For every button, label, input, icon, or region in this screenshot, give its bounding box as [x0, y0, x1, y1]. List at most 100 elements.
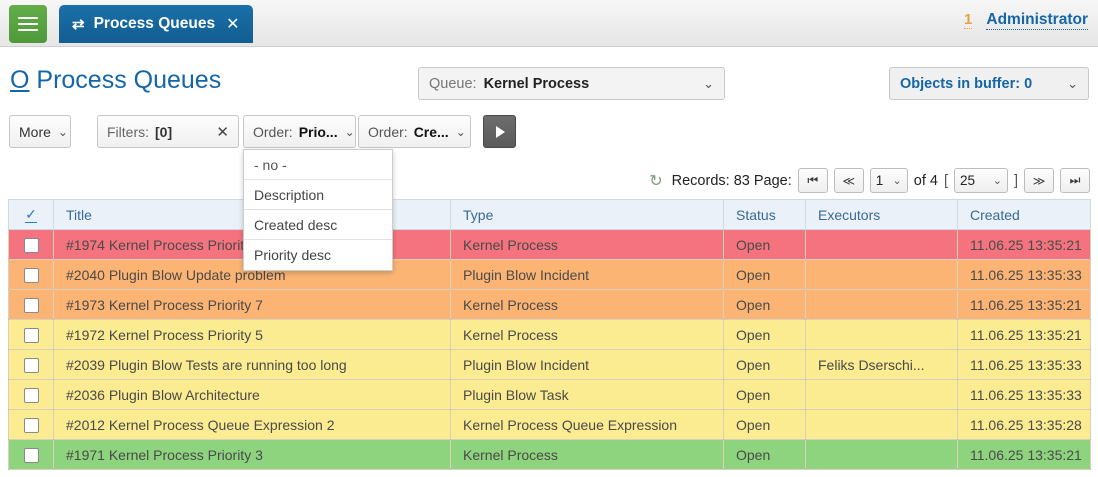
user-menu-link[interactable]: Administrator	[986, 11, 1088, 30]
row-checkbox[interactable]	[23, 297, 39, 313]
column-type[interactable]: Type	[450, 199, 724, 230]
table-row[interactable]: #1974 Kernel Process Priority 9 Kernel Pr…	[8, 229, 1091, 260]
row-checkbox[interactable]	[23, 387, 39, 403]
table-row[interactable]: #1971 Kernel Process Priority 3 Kernel Pr…	[8, 439, 1091, 470]
queue-table: ✓ Title Type Status Executors Created #1…	[8, 199, 1091, 470]
cell-created: 11.06.25 13:35:21	[957, 439, 1091, 470]
order-dropdown-menu[interactable]: - no - Description Created desc Priority…	[243, 149, 393, 271]
first-page-button[interactable]: ⏮	[797, 168, 828, 193]
row-checkbox[interactable]	[23, 237, 39, 253]
cell-type: Plugin Blow Incident	[450, 349, 724, 380]
last-page-button[interactable]: ⏭	[1060, 168, 1090, 193]
cell-title[interactable]: #1972 Kernel Process Priority 5	[53, 319, 451, 350]
cell-executors	[805, 379, 958, 410]
cell-title[interactable]: #2012 Kernel Process Queue Expression 2	[53, 409, 451, 440]
row-checkbox[interactable]	[23, 417, 39, 433]
cell-status: Open	[723, 349, 806, 380]
cell-created: 11.06.25 13:35:21	[957, 229, 1091, 260]
column-select-all[interactable]: ✓	[8, 199, 54, 230]
table-row[interactable]: #1972 Kernel Process Priority 5 Kernel Pr…	[8, 319, 1091, 350]
row-checkbox-cell[interactable]	[8, 349, 54, 380]
row-checkbox-cell[interactable]	[8, 319, 54, 350]
dropdown-item-none[interactable]: - no -	[244, 150, 392, 180]
cell-status: Open	[723, 229, 806, 260]
row-checkbox-cell[interactable]	[8, 259, 54, 290]
dropdown-item-description[interactable]: Description	[244, 180, 392, 210]
page-number-select[interactable]: 1 ⌄	[869, 168, 908, 193]
dropdown-item-priority-desc[interactable]: Priority desc	[254, 247, 332, 263]
cell-executors	[805, 409, 958, 440]
row-checkbox[interactable]	[23, 447, 39, 463]
cell-executors	[805, 439, 958, 470]
check-icon[interactable]: ✓	[25, 206, 37, 223]
cell-created: 11.06.25 13:35:33	[957, 379, 1091, 410]
chevron-down-icon: ⌄	[344, 124, 355, 139]
hamburger-bars	[18, 13, 38, 34]
cell-type: Kernel Process Queue Expression	[450, 409, 724, 440]
row-checkbox-cell[interactable]	[8, 379, 54, 410]
page-title: O Process Queues	[10, 66, 221, 95]
page-total-label: of 4	[913, 172, 938, 189]
order-primary-button[interactable]: Order: Prio... ⌄	[243, 115, 356, 148]
page-size-value: 25	[959, 173, 975, 188]
row-checkbox[interactable]	[23, 267, 39, 283]
cell-type: Plugin Blow Incident	[450, 259, 724, 290]
cell-title[interactable]: #1973 Kernel Process Priority 7	[53, 289, 451, 320]
next-page-button[interactable]: ≫	[1024, 168, 1054, 193]
column-created[interactable]: Created	[957, 199, 1091, 230]
close-icon[interactable]: ✕	[226, 16, 240, 33]
cell-title[interactable]: #1971 Kernel Process Priority 3	[53, 439, 451, 470]
order-secondary-button[interactable]: Order: Cre... ⌄	[358, 115, 471, 148]
cell-title[interactable]: #2036 Plugin Blow Architecture	[53, 379, 451, 410]
chevron-down-icon: ⌄	[57, 124, 68, 139]
queue-selector[interactable]: Queue: Kernel Process ⌄	[418, 67, 725, 100]
cell-type: Kernel Process	[450, 439, 724, 470]
dropdown-item-created-desc[interactable]: Created desc	[244, 210, 392, 240]
cell-created: 11.06.25 13:35:21	[957, 289, 1091, 320]
cell-status: Open	[723, 379, 806, 410]
table-row[interactable]: #2036 Plugin Blow Architecture Plugin Blo…	[8, 379, 1091, 410]
notification-count[interactable]: 1	[964, 11, 973, 29]
table-row[interactable]: #1973 Kernel Process Priority 7 Kernel Pr…	[8, 289, 1091, 320]
table-row[interactable]: #2039 Plugin Blow Tests are running too …	[8, 349, 1091, 380]
table-row[interactable]: #2040 Plugin Blow Update problem Plugin B…	[8, 259, 1091, 290]
row-checkbox[interactable]	[23, 327, 39, 343]
tab-process-queues[interactable]: ⇄ Process Queues ✕	[59, 5, 254, 43]
filters-button[interactable]: Filters: [0] ✕	[97, 115, 239, 148]
prev-page-button[interactable]: ≪	[833, 168, 864, 193]
top-bar: ⇄ Process Queues ✕ 1 Administrator	[0, 0, 1098, 47]
column-status[interactable]: Status	[723, 199, 806, 230]
order-primary-value: Prio...	[298, 123, 338, 140]
row-checkbox-cell[interactable]	[8, 439, 54, 470]
cell-title[interactable]: #2039 Plugin Blow Tests are running too …	[53, 349, 451, 380]
cell-status: Open	[723, 409, 806, 440]
cell-status: Open	[723, 289, 806, 320]
refresh-icon[interactable]: ↻	[649, 172, 663, 190]
run-button[interactable]	[483, 115, 516, 148]
row-checkbox-cell[interactable]	[8, 229, 54, 260]
pagination-bar: ↻ Records: 83 Page: ⏮ ≪ 1 ⌄ of 4 [ 25 ⌄ …	[649, 168, 1090, 193]
buffer-value: Objects in buffer: 0	[900, 75, 1033, 92]
chevron-down-icon: ⌄	[1067, 75, 1078, 91]
bracket-close: ]	[1013, 172, 1018, 189]
row-checkbox-cell[interactable]	[8, 409, 54, 440]
row-checkbox[interactable]	[23, 357, 39, 373]
clear-filters-icon[interactable]: ✕	[216, 123, 229, 141]
order-primary-label: Order:	[253, 123, 293, 140]
column-executors[interactable]: Executors	[805, 199, 958, 230]
object-link[interactable]: O	[10, 66, 30, 94]
page-size-select[interactable]: 25 ⌄	[953, 168, 1008, 193]
objects-in-buffer-selector[interactable]: Objects in buffer: 0 ⌄	[889, 67, 1089, 100]
chevron-down-icon: ⌄	[992, 175, 1002, 187]
more-button[interactable]: More ⌄	[9, 115, 71, 148]
tab-label: Process Queues	[93, 15, 216, 32]
user-area: 1 Administrator	[964, 11, 1088, 30]
cell-type: Plugin Blow Task	[450, 379, 724, 410]
filters-count: [0]	[155, 123, 173, 140]
menu-icon[interactable]	[9, 5, 47, 43]
row-checkbox-cell[interactable]	[8, 289, 54, 320]
order-secondary-value: Cre...	[413, 123, 449, 140]
play-icon	[496, 125, 505, 138]
